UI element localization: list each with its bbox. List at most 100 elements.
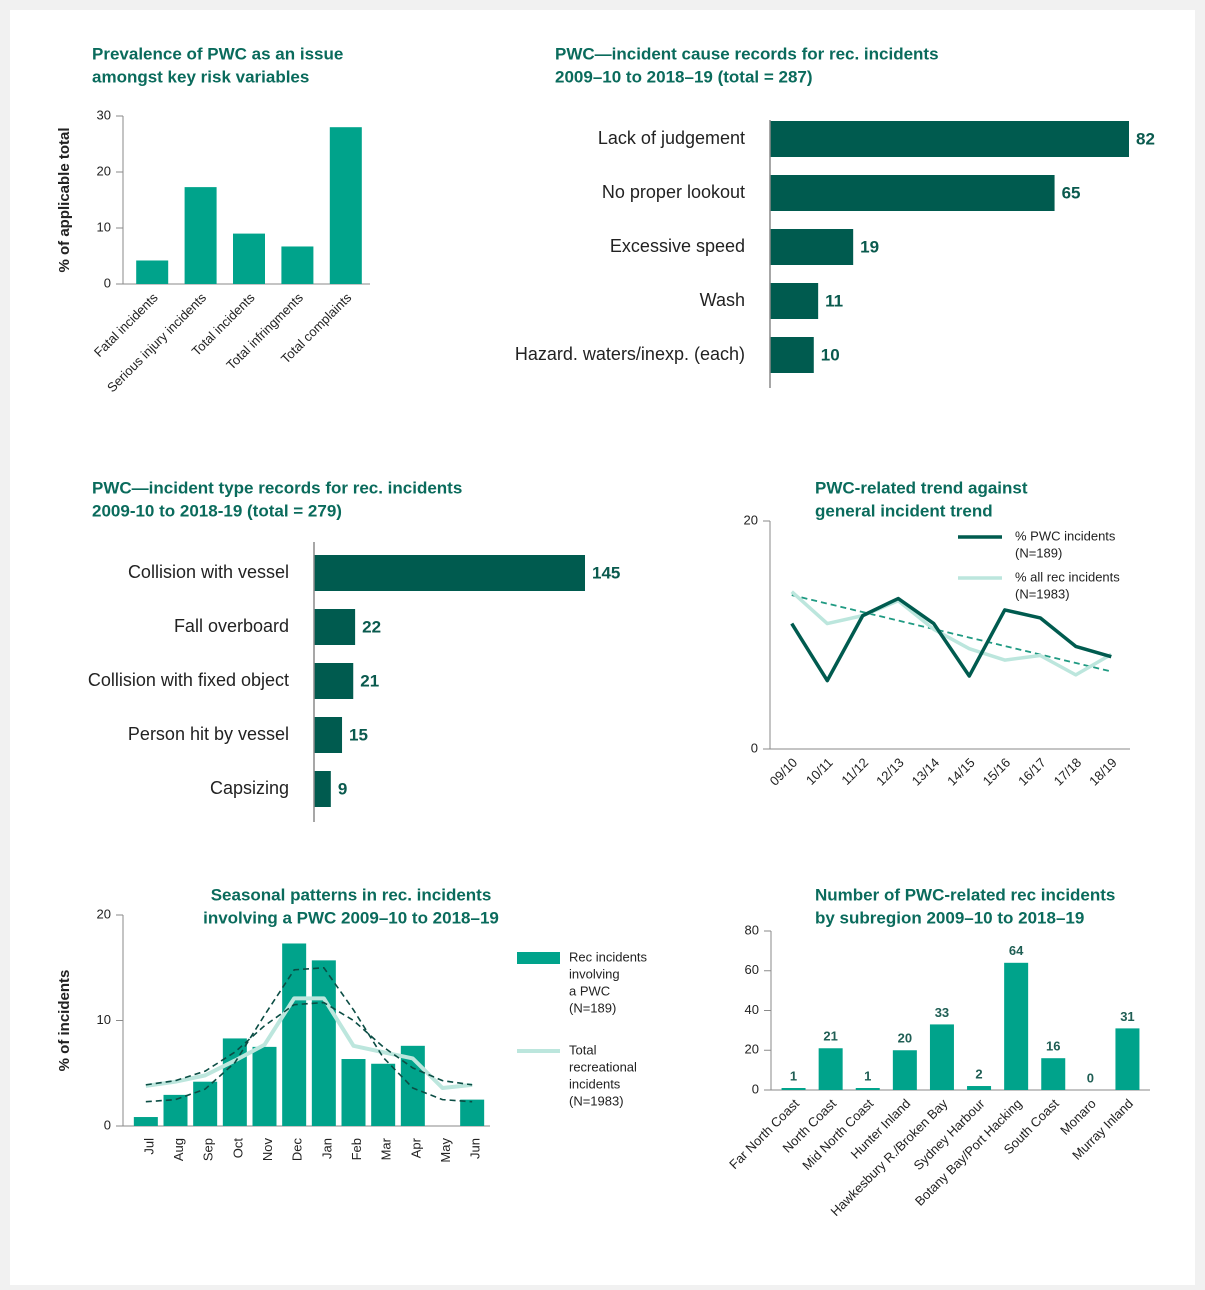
y-tick-label: 0	[752, 1081, 759, 1096]
chart-title: PWC—incident cause records for rec. inci…	[555, 44, 939, 63]
bar	[311, 960, 336, 1126]
line	[790, 590, 1113, 677]
bar	[314, 663, 354, 699]
x-tick-label: Jan	[319, 1138, 334, 1159]
chart-title: general incident trend	[815, 501, 993, 520]
category-label: Collision with vessel	[128, 562, 289, 582]
bar	[1041, 1058, 1066, 1090]
data-label: 33	[935, 1005, 949, 1020]
bar	[460, 1099, 485, 1126]
legend-label: % PWC incidents	[1015, 528, 1116, 543]
data-label: 22	[362, 617, 381, 636]
legend-label: incidents	[569, 1076, 621, 1091]
data-label: 10	[821, 345, 840, 364]
bar	[282, 943, 307, 1126]
x-tick-label: May	[438, 1138, 453, 1163]
data-label: 21	[823, 1029, 837, 1044]
chart-title: 2009–10 to 2018–19 (total = 287)	[555, 67, 813, 86]
line	[145, 996, 473, 1091]
legend-label: % all rec incidents	[1015, 569, 1120, 584]
category-label: Fall overboard	[174, 616, 289, 636]
legend-label: (N=189)	[569, 1000, 616, 1015]
chart-title: Prevalence of PWC as an issue	[92, 44, 343, 63]
x-tick-label: Oct	[230, 1138, 245, 1159]
y-tick-label: 10	[97, 219, 111, 234]
data-label: 19	[860, 237, 879, 256]
bar	[314, 771, 331, 807]
line	[790, 596, 1112, 683]
bar	[770, 175, 1055, 211]
y-tick-label: 0	[104, 275, 111, 290]
category-label: Lack of judgement	[598, 128, 745, 148]
y-tick-label: 20	[97, 163, 111, 178]
chart-title: 2009-10 to 2018-19 (total = 279)	[92, 501, 342, 520]
x-tick-label: Jun	[468, 1138, 483, 1159]
legend-swatch	[517, 952, 560, 964]
data-label: 2	[975, 1066, 982, 1081]
data-label: 145	[592, 563, 620, 582]
legend-label: Rec incidents	[569, 949, 648, 964]
bar	[133, 1117, 158, 1126]
x-tick-label: Jul	[141, 1138, 156, 1155]
y-tick-label: 20	[745, 1042, 759, 1057]
bar	[314, 609, 356, 645]
bar	[329, 127, 362, 284]
bar	[770, 283, 819, 319]
bar	[222, 1038, 247, 1126]
x-tick-label: Mar	[379, 1137, 394, 1160]
data-label: 1	[864, 1068, 871, 1083]
x-tick-label: Feb	[349, 1138, 364, 1160]
y-tick-label: 30	[97, 107, 111, 122]
bar	[855, 1088, 880, 1090]
data-label: 16	[1046, 1039, 1060, 1054]
y-tick-label: 80	[745, 922, 759, 937]
legend-label: (N=1983)	[569, 1093, 624, 1108]
legend-label: involving	[569, 966, 620, 981]
x-tick-label: Apr	[408, 1137, 423, 1158]
data-label: 0	[1087, 1070, 1094, 1085]
legend-label: (N=1983)	[1015, 586, 1070, 601]
bar	[818, 1048, 843, 1090]
data-label: 20	[898, 1031, 912, 1046]
data-label: 82	[1136, 129, 1155, 148]
chart-title: Seasonal patterns in rec. incidents	[211, 885, 492, 904]
fit-line	[145, 1001, 473, 1086]
bar	[967, 1086, 992, 1090]
data-label: 9	[338, 779, 347, 798]
data-label: 64	[1009, 943, 1024, 958]
y-tick-label: 40	[745, 1002, 759, 1017]
x-tick-label: Nov	[260, 1138, 275, 1162]
category-label: Collision with fixed object	[88, 670, 289, 690]
category-label: Excessive speed	[610, 236, 745, 256]
bar	[136, 260, 169, 284]
bar	[233, 233, 265, 284]
data-label: 11	[825, 291, 843, 310]
legend-label: (N=189)	[1015, 545, 1062, 560]
chart-title: PWC-related trend against	[815, 478, 1028, 497]
chart-title: amongst key risk variables	[92, 67, 309, 86]
y-axis-label: % of applicable total	[56, 127, 73, 272]
bar	[184, 187, 217, 284]
bar	[770, 121, 1129, 157]
data-label: 21	[360, 671, 379, 690]
bar	[371, 1063, 396, 1126]
legend-label: recreational	[569, 1059, 637, 1074]
bar	[314, 717, 343, 753]
legend-label: a PWC	[569, 983, 610, 998]
y-tick-label: 60	[745, 962, 759, 977]
chart-title: by subregion 2009–10 to 2018–19	[815, 908, 1084, 927]
data-label: 65	[1062, 183, 1081, 202]
bar	[781, 1088, 806, 1090]
data-label: 31	[1120, 1009, 1134, 1024]
category-label: Capsizing	[210, 778, 289, 798]
y-tick-label: 0	[104, 1117, 111, 1132]
x-tick-label: Aug	[171, 1138, 186, 1161]
bar	[770, 337, 814, 373]
category-label: Wash	[700, 290, 745, 310]
data-label: 1	[790, 1068, 797, 1083]
category-label: Hazard. waters/inexp. (each)	[515, 344, 745, 364]
chart-title: PWC—incident type records for rec. incid…	[92, 478, 462, 497]
y-tick-label: 10	[97, 1012, 111, 1027]
x-tick-label: Sep	[201, 1138, 216, 1161]
